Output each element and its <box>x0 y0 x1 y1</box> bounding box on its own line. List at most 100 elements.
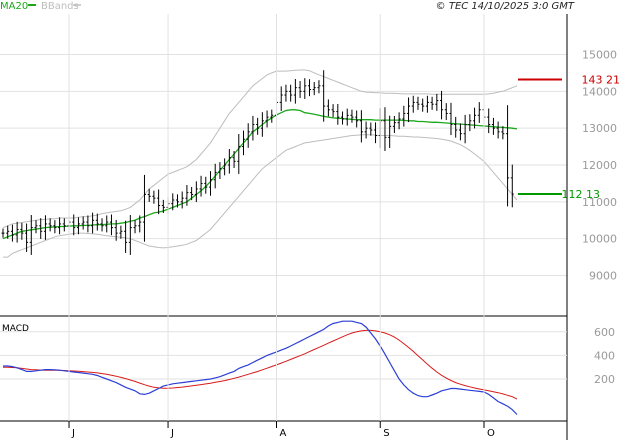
price-bar <box>39 218 43 239</box>
price-bar <box>350 109 354 123</box>
price-bar <box>175 194 179 208</box>
price-bar <box>260 112 264 137</box>
price-tick-label: 15000 <box>582 49 617 62</box>
price-bar <box>449 102 453 136</box>
price-bar <box>298 81 302 98</box>
price-bar <box>138 215 142 233</box>
price-bar <box>293 79 297 104</box>
price-bar <box>91 212 95 234</box>
price-bar <box>322 70 326 122</box>
macd-tick-label: 600 <box>594 326 615 339</box>
price-bar <box>58 217 62 235</box>
price-bar <box>477 102 481 123</box>
price-bar <box>128 215 132 255</box>
x-tick-label: J <box>71 428 75 439</box>
price-bar <box>62 218 66 232</box>
price-grid <box>0 54 567 276</box>
price-bar <box>100 218 104 232</box>
price-bar <box>364 121 368 139</box>
price-bar <box>180 191 184 209</box>
macd-tick-label: 200 <box>594 373 615 386</box>
price-bar <box>199 175 203 197</box>
price-bar <box>53 220 57 234</box>
x-tick-label: J <box>170 428 174 439</box>
price-bar <box>34 220 38 234</box>
price-bar <box>10 224 14 242</box>
price-bar <box>81 216 85 230</box>
price-bar <box>194 181 198 203</box>
price-tick-label: 12000 <box>582 159 617 172</box>
price-bar <box>256 117 260 135</box>
price-bar <box>308 79 312 97</box>
price-bar <box>444 103 448 121</box>
price-bar <box>109 214 113 236</box>
price-bar <box>326 99 330 117</box>
price-bar <box>185 184 189 206</box>
price-bar <box>303 78 307 99</box>
price-bar <box>25 223 29 252</box>
price-bar <box>241 130 245 156</box>
price-bar <box>171 193 175 211</box>
price-bar <box>213 163 217 189</box>
price-bar <box>411 95 415 113</box>
price-bar <box>43 215 47 240</box>
price-bar <box>425 95 429 113</box>
price-bar <box>15 221 19 243</box>
price-bar <box>208 171 212 196</box>
price-bar <box>355 110 359 128</box>
price-axis: 9000 10000 11000 12000 13000 14000 15000 <box>582 49 617 283</box>
price-bar <box>86 215 90 233</box>
price-bar <box>440 90 444 120</box>
price-bar <box>402 105 406 127</box>
price-bar <box>279 86 283 112</box>
price-bar <box>20 222 24 240</box>
price-bar <box>227 149 231 174</box>
macd-tick-label: 400 <box>594 349 615 362</box>
price-bar <box>312 82 316 96</box>
price-bar <box>237 133 241 174</box>
price-bar <box>430 96 434 110</box>
x-tick-label: S <box>383 428 389 439</box>
macd-lines <box>3 320 518 415</box>
price-tick-label: 11000 <box>582 196 617 209</box>
price-bar <box>510 164 514 208</box>
price-bar <box>218 162 222 179</box>
price-bar <box>284 84 288 102</box>
price-bar <box>369 122 373 136</box>
price-bar <box>454 116 458 138</box>
price-bar <box>317 80 321 94</box>
price-bar <box>114 219 118 241</box>
price-bar <box>48 218 52 232</box>
price-bar <box>496 121 500 139</box>
ma20-line <box>2 109 518 240</box>
price-tick-label: 14000 <box>582 85 617 98</box>
price-tick-label: 13000 <box>582 122 617 135</box>
price-bar <box>119 225 123 239</box>
price-bar <box>345 108 349 126</box>
price-bar <box>1 228 5 238</box>
price-bar <box>359 110 363 143</box>
price-bar <box>246 123 250 148</box>
price-bar <box>416 96 420 110</box>
price-bar <box>383 107 387 151</box>
price-bar <box>501 126 505 140</box>
macd-signal-line <box>3 329 518 400</box>
price-bar <box>157 189 161 215</box>
bbands-upper-line <box>2 69 518 229</box>
price-bar <box>397 112 401 130</box>
bbands-legend-label: BBands <box>41 1 79 12</box>
price-bar <box>435 93 439 111</box>
price-bar <box>487 108 491 134</box>
price-bar <box>124 220 128 253</box>
price-bar <box>251 115 255 141</box>
price-bar <box>29 215 33 255</box>
bollinger-bands <box>2 69 518 258</box>
macd-axis: 200 400 600 <box>594 326 615 386</box>
price-bar <box>421 98 425 112</box>
price-bar <box>336 103 340 125</box>
price-bar <box>270 109 274 123</box>
price-tick-label: 9000 <box>589 269 617 282</box>
price-bar <box>506 105 510 207</box>
macd-title: MACD <box>2 324 29 334</box>
